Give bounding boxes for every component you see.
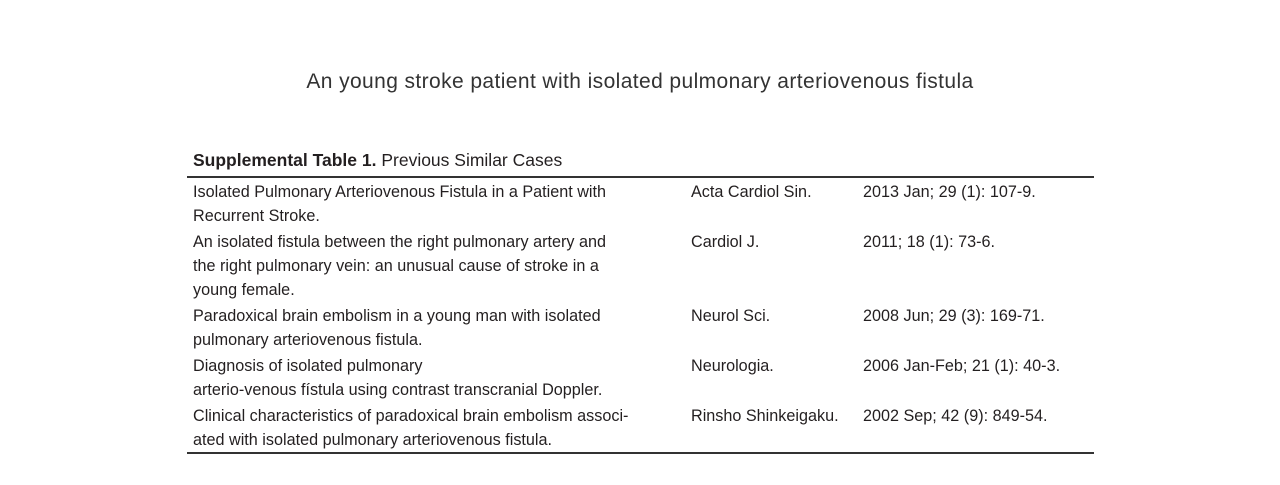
table-row: Diagnosis of isolated pulmonary arterio-v… xyxy=(193,354,1093,404)
table-top-rule xyxy=(187,176,1094,178)
citation: 2006 Jan-Feb; 21 (1): 40-3. xyxy=(863,357,1061,375)
article-title-line: the right pulmonary vein: an unusual cau… xyxy=(193,257,599,275)
article-title-line: Recurrent Stroke. xyxy=(193,207,320,225)
citation: 2011; 18 (1): 73-6. xyxy=(863,233,995,251)
article-title-line: ated with isolated pulmonary arterioveno… xyxy=(193,431,553,449)
journal-name: Rinsho Shinkeigaku. xyxy=(691,407,839,425)
citation: 2002 Sep; 42 (9): 849-54. xyxy=(863,407,1048,425)
page-title: An young stroke patient with isolated pu… xyxy=(306,70,974,93)
table-bottom-rule xyxy=(187,452,1094,454)
references-table: Isolated Pulmonary Arteriovenous Fistula… xyxy=(193,180,1093,454)
article-title: Paradoxical brain embolism in a young ma… xyxy=(193,304,1093,352)
table-row: Clinical characteristics of paradoxical … xyxy=(193,404,1093,454)
table-row: Paradoxical brain embolism in a young ma… xyxy=(193,304,1093,354)
journal-name: Acta Cardiol Sin. xyxy=(691,183,812,201)
article-title: Clinical characteristics of paradoxical … xyxy=(193,404,1093,452)
table-row: Isolated Pulmonary Arteriovenous Fistula… xyxy=(193,180,1093,230)
article-title-line: Isolated Pulmonary Arteriovenous Fistula… xyxy=(193,183,606,201)
citation: 2008 Jun; 29 (3): 169-71. xyxy=(863,307,1045,325)
article-title-line: Diagnosis of isolated pulmonary xyxy=(193,357,423,375)
journal-name: Neurol Sci. xyxy=(691,307,771,325)
table-row: An isolated fistula between the right pu… xyxy=(193,230,1093,304)
article-title-line: arterio-venous fístula using contrast tr… xyxy=(193,381,603,399)
article-title: An isolated fistula between the right pu… xyxy=(193,230,1093,302)
article-title-line: young female. xyxy=(193,281,295,299)
citation: 2013 Jan; 29 (1): 107-9. xyxy=(863,183,1036,201)
article-title-line: Paradoxical brain embolism in a young ma… xyxy=(193,307,601,325)
article-title-line: pulmonary arteriovenous fistula. xyxy=(193,331,423,349)
journal-name: Neurologia. xyxy=(691,357,774,375)
table-caption: Supplemental Table 1. Previous Similar C… xyxy=(193,150,562,171)
table-caption-label: Supplemental Table 1. xyxy=(193,150,377,170)
article-title: Isolated Pulmonary Arteriovenous Fistula… xyxy=(193,180,1093,228)
journal-name: Cardiol J. xyxy=(691,233,760,251)
table-caption-text: Previous Similar Cases xyxy=(376,150,563,170)
article-title: Diagnosis of isolated pulmonary arterio-v… xyxy=(193,354,1093,402)
article-title-line: Clinical characteristics of paradoxical … xyxy=(193,407,629,425)
article-title-line: An isolated fistula between the right pu… xyxy=(193,233,607,251)
